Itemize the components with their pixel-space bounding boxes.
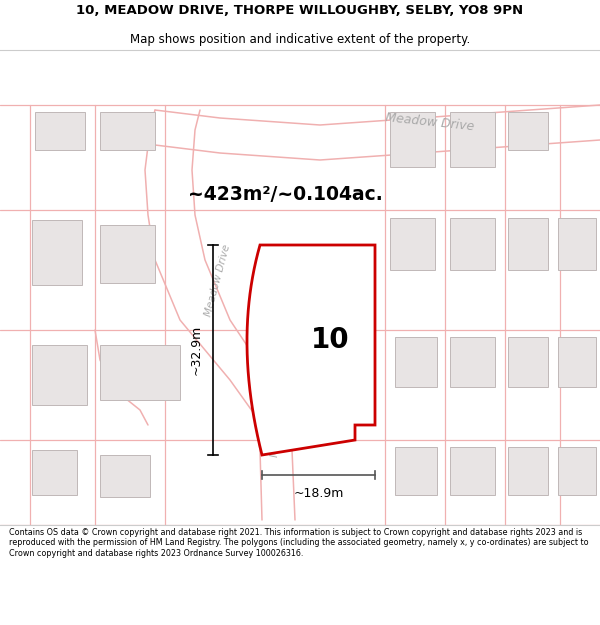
Bar xyxy=(450,337,495,387)
Bar xyxy=(100,345,180,400)
Text: ~18.9m: ~18.9m xyxy=(293,487,344,500)
Bar xyxy=(450,447,495,495)
Bar xyxy=(558,447,596,495)
Polygon shape xyxy=(247,245,375,455)
Text: Meadow Drive: Meadow Drive xyxy=(385,111,475,133)
Bar xyxy=(395,447,437,495)
Bar xyxy=(558,218,596,270)
Bar xyxy=(450,112,495,167)
Bar xyxy=(508,112,548,150)
Bar xyxy=(508,447,548,495)
Bar xyxy=(100,225,155,283)
Text: ~32.9m: ~32.9m xyxy=(190,325,203,375)
Bar xyxy=(508,218,548,270)
Bar xyxy=(395,337,437,387)
Text: ~423m²/~0.104ac.: ~423m²/~0.104ac. xyxy=(188,186,382,204)
Text: 10: 10 xyxy=(311,326,349,354)
Bar xyxy=(32,345,87,405)
Bar xyxy=(450,218,495,270)
Bar xyxy=(558,337,596,387)
Bar xyxy=(100,455,150,497)
Bar xyxy=(32,220,82,285)
Text: Contains OS data © Crown copyright and database right 2021. This information is : Contains OS data © Crown copyright and d… xyxy=(9,528,589,558)
Text: 10, MEADOW DRIVE, THORPE WILLOUGHBY, SELBY, YO8 9PN: 10, MEADOW DRIVE, THORPE WILLOUGHBY, SEL… xyxy=(76,4,524,18)
Text: Meadow Drive: Meadow Drive xyxy=(270,382,284,458)
Bar xyxy=(32,450,77,495)
Bar xyxy=(35,112,85,150)
Bar xyxy=(508,337,548,387)
Text: Map shows position and indicative extent of the property.: Map shows position and indicative extent… xyxy=(130,32,470,46)
Text: Meadow Drive: Meadow Drive xyxy=(203,243,232,317)
Bar xyxy=(390,218,435,270)
Bar xyxy=(295,298,355,353)
Bar xyxy=(390,112,435,167)
Bar xyxy=(100,112,155,150)
